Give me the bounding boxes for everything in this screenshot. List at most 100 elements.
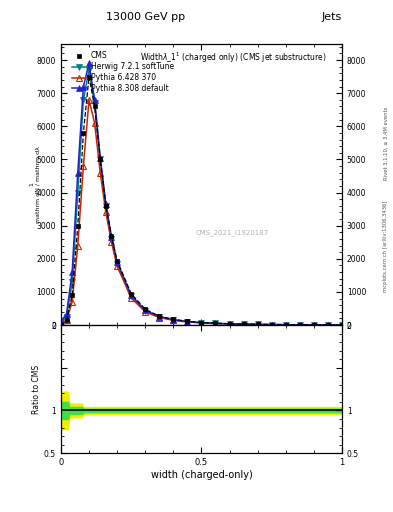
CMS — [185, 318, 190, 325]
Pythia 6.428 370 — [143, 309, 148, 315]
CMS — [98, 156, 103, 162]
Herwig 7.2.1 softTune — [298, 322, 302, 328]
Pythia 8.308 default — [70, 269, 75, 275]
Text: 13000 GeV pp: 13000 GeV pp — [106, 12, 185, 22]
CMS — [103, 203, 108, 209]
Herwig 7.2.1 softTune — [255, 322, 260, 328]
Pythia 8.308 default — [143, 307, 148, 313]
Pythia 6.428 370 — [129, 295, 134, 301]
Pythia 8.308 default — [157, 313, 162, 319]
Pythia 6.428 370 — [227, 321, 232, 327]
Y-axis label: Ratio to CMS: Ratio to CMS — [32, 365, 41, 414]
Pythia 6.428 370 — [171, 317, 176, 324]
Pythia 8.308 default — [255, 322, 260, 328]
Pythia 8.308 default — [81, 83, 86, 90]
Pythia 8.308 default — [325, 322, 330, 328]
Herwig 7.2.1 softTune — [213, 321, 218, 327]
Herwig 7.2.1 softTune — [325, 322, 330, 328]
CMS — [213, 320, 218, 326]
Pythia 8.308 default — [103, 201, 108, 207]
Herwig 7.2.1 softTune — [283, 322, 288, 328]
Pythia 8.308 default — [59, 319, 63, 325]
Pythia 8.308 default — [311, 322, 316, 328]
Herwig 7.2.1 softTune — [227, 321, 232, 327]
Pythia 8.308 default — [64, 310, 69, 316]
Pythia 8.308 default — [115, 259, 119, 265]
Pythia 6.428 370 — [311, 322, 316, 328]
CMS — [171, 316, 176, 323]
CMS — [129, 291, 134, 297]
CMS — [241, 321, 246, 327]
Pythia 6.428 370 — [325, 322, 330, 328]
Herwig 7.2.1 softTune — [311, 322, 316, 328]
Line: Herwig 7.2.1 softTune: Herwig 7.2.1 softTune — [58, 67, 345, 328]
Pythia 6.428 370 — [199, 320, 204, 326]
CMS — [109, 232, 114, 239]
Pythia 8.308 default — [298, 322, 302, 328]
Pythia 8.308 default — [269, 322, 274, 328]
Herwig 7.2.1 softTune — [98, 156, 103, 162]
Herwig 7.2.1 softTune — [269, 322, 274, 328]
Text: Width$\lambda$_1$^1$ (charged only) (CMS jet substructure): Width$\lambda$_1$^1$ (charged only) (CMS… — [140, 51, 327, 65]
Pythia 6.428 370 — [64, 317, 69, 323]
CMS — [86, 74, 91, 80]
CMS — [227, 321, 232, 327]
Pythia 6.428 370 — [283, 322, 288, 328]
Pythia 6.428 370 — [241, 321, 246, 327]
Herwig 7.2.1 softTune — [81, 97, 86, 103]
Pythia 6.428 370 — [98, 169, 103, 176]
CMS — [340, 322, 344, 328]
CMS — [92, 103, 97, 110]
Herwig 7.2.1 softTune — [157, 314, 162, 320]
CMS — [115, 258, 119, 264]
Legend: CMS, Herwig 7.2.1 softTune, Pythia 6.428 370, Pythia 8.308 default: CMS, Herwig 7.2.1 softTune, Pythia 6.428… — [69, 49, 176, 95]
Herwig 7.2.1 softTune — [241, 321, 246, 327]
Pythia 8.308 default — [283, 322, 288, 328]
Pythia 8.308 default — [92, 97, 97, 103]
Pythia 8.308 default — [109, 234, 114, 241]
Y-axis label: 1
mathrm dN / mathrm dλ: 1 mathrm dN / mathrm dλ — [30, 146, 40, 223]
Pythia 8.308 default — [98, 155, 103, 161]
Herwig 7.2.1 softTune — [109, 236, 114, 242]
CMS — [157, 313, 162, 319]
CMS — [64, 317, 69, 323]
Pythia 6.428 370 — [255, 322, 260, 328]
CMS — [81, 130, 86, 136]
CMS — [325, 322, 330, 328]
Pythia 8.308 default — [171, 316, 176, 323]
Line: CMS: CMS — [59, 74, 344, 328]
Pythia 6.428 370 — [70, 299, 75, 305]
CMS — [283, 322, 288, 328]
Pythia 6.428 370 — [81, 163, 86, 169]
Pythia 6.428 370 — [86, 97, 91, 103]
Herwig 7.2.1 softTune — [171, 317, 176, 323]
CMS — [199, 319, 204, 326]
Text: Rivet 3.1.10, ≥ 3.4M events: Rivet 3.1.10, ≥ 3.4M events — [383, 106, 388, 180]
Pythia 8.308 default — [185, 318, 190, 325]
CMS — [75, 223, 80, 229]
Pythia 6.428 370 — [103, 209, 108, 216]
Pythia 6.428 370 — [75, 243, 80, 249]
Pythia 8.308 default — [213, 321, 218, 327]
CMS — [255, 322, 260, 328]
Herwig 7.2.1 softTune — [75, 189, 80, 196]
Herwig 7.2.1 softTune — [64, 314, 69, 320]
Herwig 7.2.1 softTune — [340, 322, 344, 328]
Pythia 8.308 default — [86, 60, 91, 67]
Pythia 8.308 default — [199, 319, 204, 326]
Text: CMS_2021_I1920187: CMS_2021_I1920187 — [196, 229, 269, 236]
Pythia 6.428 370 — [340, 322, 344, 328]
CMS — [298, 322, 302, 328]
Herwig 7.2.1 softTune — [129, 293, 134, 300]
Pythia 6.428 370 — [115, 263, 119, 269]
Pythia 8.308 default — [129, 292, 134, 298]
Pythia 8.308 default — [340, 322, 344, 328]
Herwig 7.2.1 softTune — [185, 318, 190, 325]
CMS — [269, 322, 274, 328]
Herwig 7.2.1 softTune — [59, 319, 63, 326]
Pythia 6.428 370 — [298, 322, 302, 328]
Herwig 7.2.1 softTune — [92, 100, 97, 106]
Herwig 7.2.1 softTune — [86, 67, 91, 73]
Line: Pythia 8.308 default: Pythia 8.308 default — [58, 60, 345, 328]
Pythia 8.308 default — [227, 321, 232, 327]
